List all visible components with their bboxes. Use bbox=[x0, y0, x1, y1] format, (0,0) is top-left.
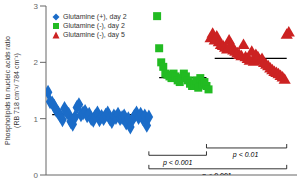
svg-text:p < 0.01: p < 0.01 bbox=[232, 151, 259, 159]
svg-text:3: 3 bbox=[34, 2, 39, 11]
html-text:Glutamine (-), day 5: Glutamine (-), day 5 bbox=[63, 31, 125, 38]
svg-text:1: 1 bbox=[34, 115, 39, 124]
html-text:Glutamine (-), day 2: Glutamine (-), day 2 bbox=[63, 22, 125, 29]
html-text:Glutamine (+), day 2: Glutamine (+), day 2 bbox=[63, 13, 127, 20]
svg-text:0: 0 bbox=[34, 171, 39, 180]
svg-text:p < 0.001: p < 0.001 bbox=[162, 159, 192, 167]
svg-text:p < 0.001: p < 0.001 bbox=[201, 172, 231, 175]
svg-text:Phospholipids to nucleic acids: Phospholipids to nucleic acids ratio(RB … bbox=[8, 36, 21, 145]
svg-text:2: 2 bbox=[34, 58, 39, 67]
